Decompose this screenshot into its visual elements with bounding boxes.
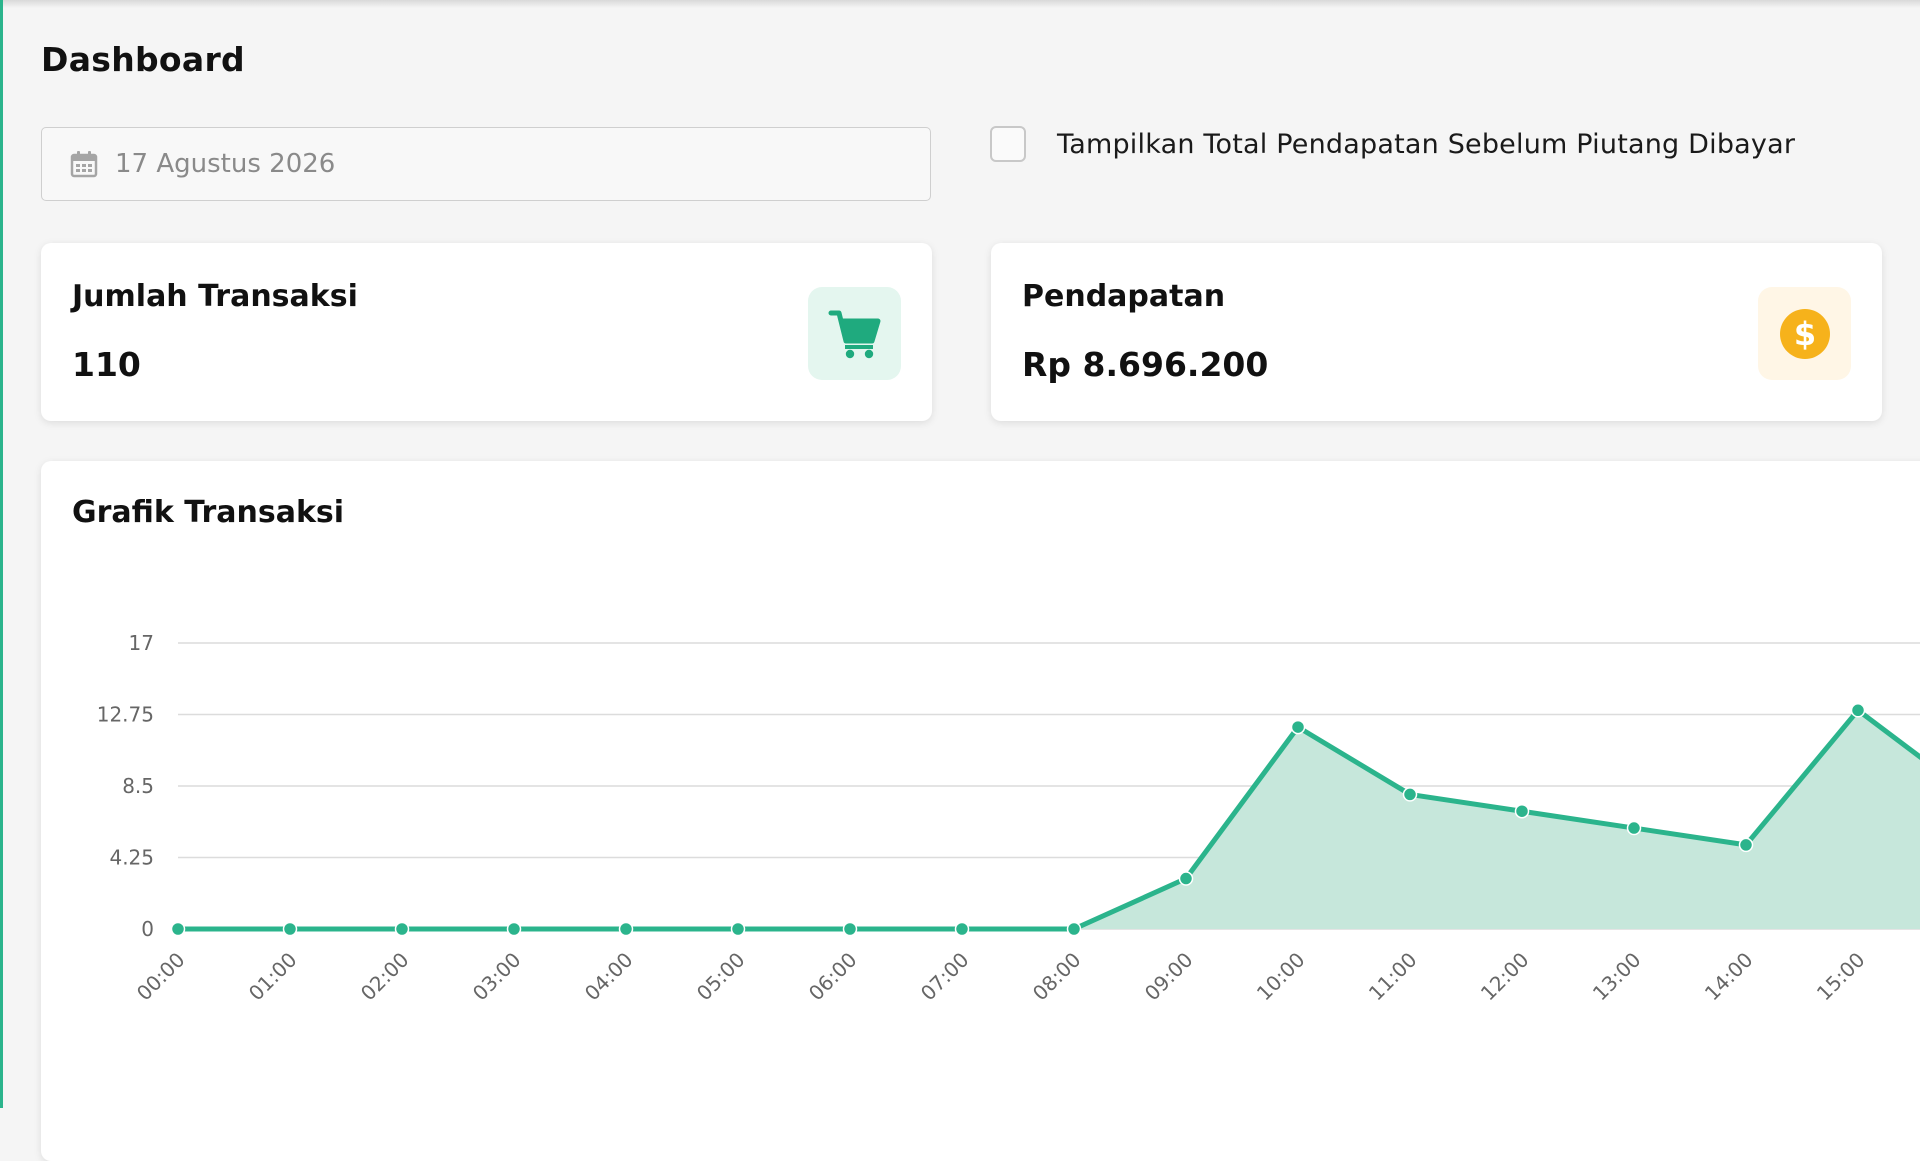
data-point <box>618 921 634 937</box>
x-tick-label: 09:00 <box>1140 948 1198 1006</box>
x-tick-label: 10:00 <box>1252 948 1310 1006</box>
x-tick-label: 13:00 <box>1588 948 1646 1006</box>
x-tick-label: 14:00 <box>1700 948 1758 1006</box>
revenue-toggle-label[interactable]: Tampilkan Total Pendapatan Sebelum Piuta… <box>1057 128 1796 160</box>
date-picker[interactable] <box>41 127 931 201</box>
x-tick-label: 05:00 <box>692 948 750 1006</box>
transaction-chart: 0 4.25 8.5 12.75 17 00:00 01:00 02:00 03:00 04:00… <box>97 631 1920 1006</box>
data-point <box>842 921 858 937</box>
data-point <box>394 921 410 937</box>
series-area <box>178 710 1920 929</box>
calendar-icon <box>70 150 98 178</box>
x-tick-label: 11:00 <box>1364 948 1422 1006</box>
data-point <box>730 921 746 937</box>
x-tick-label: 08:00 <box>1028 948 1086 1006</box>
data-point <box>1514 803 1530 819</box>
x-tick-label: 07:00 <box>916 948 974 1006</box>
x-tick-label: 06:00 <box>804 948 862 1006</box>
stat-card-revenue: Pendapatan Rp 8.696.200 $ <box>991 243 1882 421</box>
data-point <box>1850 703 1866 718</box>
cart-icon <box>808 287 901 380</box>
chart-title: Grafik Transaksi <box>72 495 345 530</box>
top-bar-shadow <box>0 0 1920 8</box>
data-point <box>170 921 186 937</box>
x-tick-label: 15:00 <box>1812 948 1870 1006</box>
x-tick-label: 02:00 <box>356 948 414 1006</box>
data-point <box>506 921 522 937</box>
stat-value: 110 <box>72 345 141 384</box>
revenue-toggle-checkbox[interactable] <box>990 126 1026 162</box>
y-tick-label: 8.5 <box>122 774 154 798</box>
data-point <box>1290 719 1306 735</box>
y-tick-label: 12.75 <box>97 703 154 727</box>
stat-title: Pendapatan <box>1022 279 1226 314</box>
x-tick-label: 03:00 <box>468 948 526 1006</box>
x-tick-label: 00:00 <box>132 948 190 1006</box>
data-point <box>1178 871 1194 886</box>
data-point <box>1402 787 1418 802</box>
y-tick-label: 0 <box>141 917 154 941</box>
revenue-toggle[interactable]: Tampilkan Total Pendapatan Sebelum Piuta… <box>990 126 1795 162</box>
svg-text:$: $ <box>1793 315 1815 353</box>
page-title: Dashboard <box>41 40 245 79</box>
data-point <box>282 921 298 937</box>
stat-value: Rp 8.696.200 <box>1022 345 1269 384</box>
x-tick-label: 04:00 <box>580 948 638 1006</box>
x-tick-label: 12:00 <box>1476 948 1534 1006</box>
y-tick-label: 4.25 <box>109 846 154 870</box>
data-point <box>1626 820 1642 836</box>
transaction-chart-card: Grafik Transaksi 0 4.25 8.5 12.75 17 00:00 01:… <box>41 461 1920 1161</box>
stat-card-transactions: Jumlah Transaksi 110 <box>41 243 932 421</box>
data-point <box>1738 837 1754 853</box>
stat-title: Jumlah Transaksi <box>72 279 358 314</box>
dollar-icon: $ <box>1758 287 1851 380</box>
x-tick-label: 01:00 <box>244 948 302 1006</box>
data-point <box>954 921 970 937</box>
data-point <box>1066 921 1082 937</box>
y-tick-label: 17 <box>129 631 154 655</box>
date-input[interactable] <box>115 149 895 179</box>
sidebar-edge <box>0 0 3 1108</box>
